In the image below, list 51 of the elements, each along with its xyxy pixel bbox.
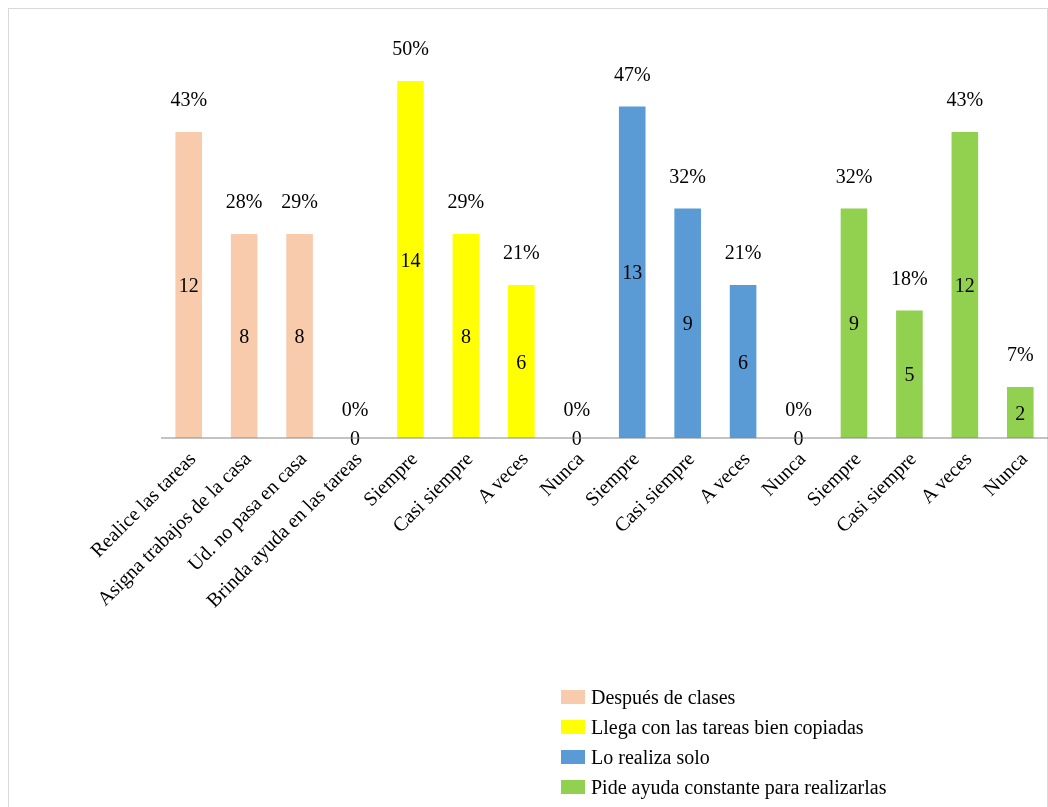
bar — [951, 132, 979, 438]
x-tick-label: A veces — [472, 447, 533, 508]
text: 50% — [392, 37, 429, 59]
annotation: 32% — [669, 164, 706, 187]
bar — [175, 132, 203, 438]
data-label: 14 — [400, 248, 421, 271]
annotation: 43% — [170, 88, 208, 110]
data-label: 8 — [239, 325, 250, 347]
data-label: 0 — [793, 427, 804, 449]
legend-label: Pide ayuda constante para realizarlas — [591, 776, 887, 799]
data-label: 13 — [622, 261, 643, 284]
data-label: 5 — [904, 363, 915, 386]
data-label: 0 — [571, 427, 582, 449]
bar — [397, 81, 424, 438]
bar — [1006, 387, 1034, 438]
data-label: 6 — [738, 350, 749, 373]
legend-label: Después de clases — [591, 686, 736, 709]
bar — [729, 285, 757, 438]
annotation: 0% — [785, 398, 812, 420]
annotation: 7% — [1006, 343, 1034, 365]
data-label: 9 — [848, 312, 859, 335]
data-label: 12 — [954, 274, 975, 296]
annotation: 18% — [891, 266, 928, 289]
bar — [840, 208, 868, 438]
data-label: 12 — [178, 274, 199, 296]
annotation: 32% — [835, 164, 873, 187]
bar — [508, 285, 535, 438]
data-label: 0 — [350, 427, 361, 449]
data-label: 6 — [516, 350, 527, 373]
x-tick-label: A veces — [915, 447, 976, 508]
annotation: 29% — [281, 190, 318, 212]
annotation: 0% — [341, 398, 369, 420]
annotation: 28% — [225, 190, 263, 212]
bar — [674, 208, 701, 438]
bar — [230, 234, 258, 438]
data-label: 2 — [1015, 401, 1026, 424]
data-label: 9 — [682, 312, 693, 335]
annotation: 21% — [724, 241, 762, 263]
bar — [286, 234, 313, 438]
legend-label: Llega con las tareas bien copiadas — [591, 716, 864, 739]
annotation: 47% — [613, 62, 651, 85]
annotation: 0% — [563, 398, 591, 420]
bar — [896, 310, 923, 438]
legend-label: Lo realiza solo — [591, 746, 710, 768]
annotation: 21% — [503, 241, 540, 263]
data-label: 8 — [460, 325, 471, 347]
annotation: 43% — [946, 88, 984, 110]
data-label: 8 — [294, 325, 305, 347]
bar — [452, 234, 480, 438]
annotation: 29% — [447, 190, 485, 212]
bar — [618, 106, 646, 438]
